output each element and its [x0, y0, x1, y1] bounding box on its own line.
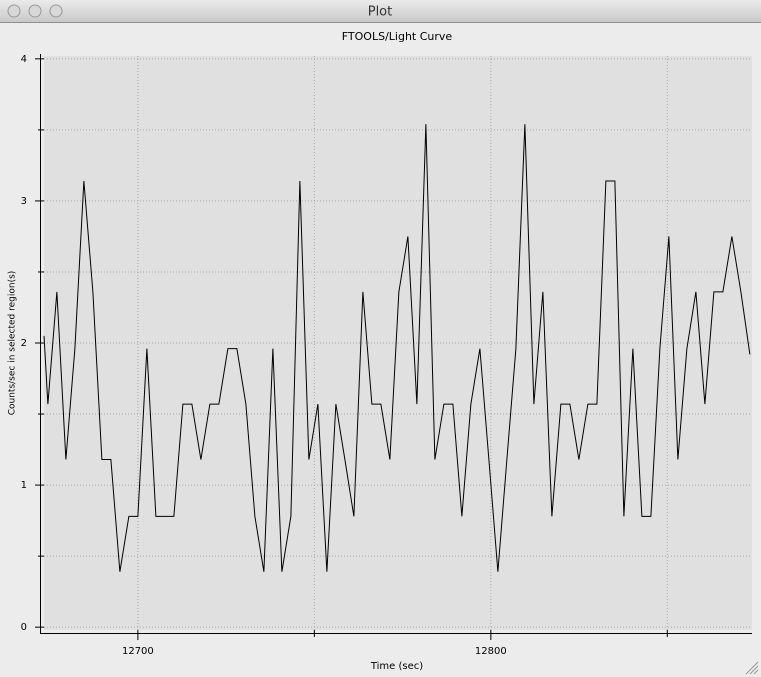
y-tick-label: 4: [21, 54, 27, 65]
y-axis-label: Counts/sec in selected region(s): [8, 271, 18, 416]
title-bar: [0, 0, 761, 22]
zoom-button[interactable]: [49, 4, 63, 18]
plot: 0 1 2 3 4 12700 12800: [21, 54, 752, 657]
x-tick-label: 12800: [475, 646, 507, 657]
window-title: Plot: [368, 5, 393, 20]
resize-grip[interactable]: [745, 661, 759, 675]
minimize-button[interactable]: [28, 4, 42, 18]
x-axis-label: Time (sec): [370, 661, 423, 672]
y-tick-label: 2: [21, 338, 27, 349]
y-tick-label: 3: [21, 196, 27, 207]
y-tick-label: 0: [21, 622, 27, 633]
data-line: [43, 124, 751, 572]
y-tick-label: 1: [21, 480, 27, 491]
x-tick-label: 12700: [122, 646, 154, 657]
chart-title: FTOOLS/Light Curve: [342, 30, 453, 43]
close-button[interactable]: [7, 4, 21, 18]
